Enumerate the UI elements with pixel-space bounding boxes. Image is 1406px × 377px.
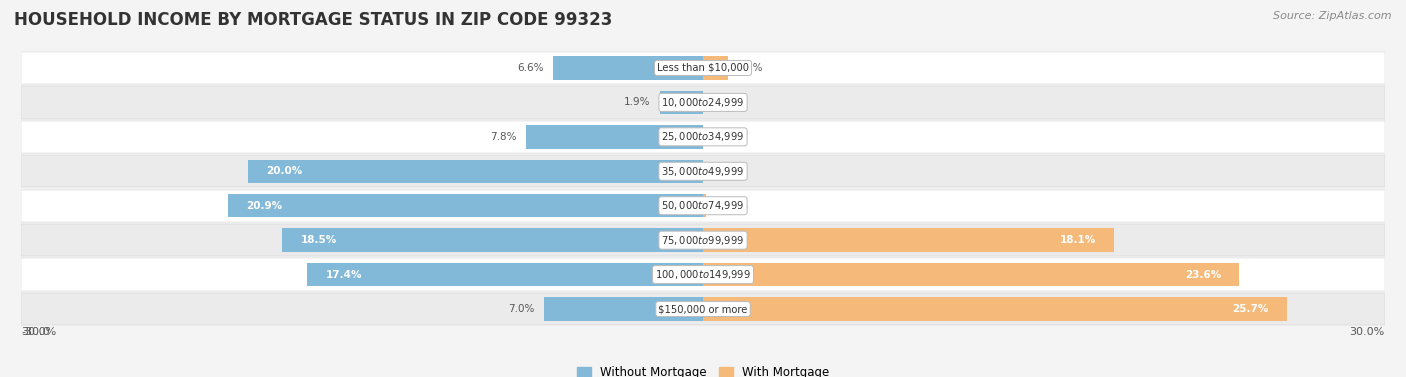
- Text: -30.0: -30.0: [21, 327, 49, 337]
- Text: $100,000 to $149,999: $100,000 to $149,999: [655, 268, 751, 281]
- Bar: [21, 258, 1385, 291]
- Text: $50,000 to $74,999: $50,000 to $74,999: [661, 199, 745, 212]
- Bar: [703, 297, 1286, 321]
- Text: 30.0%: 30.0%: [21, 327, 56, 337]
- Bar: [703, 194, 706, 218]
- Text: HOUSEHOLD INCOME BY MORTGAGE STATUS IN ZIP CODE 99323: HOUSEHOLD INCOME BY MORTGAGE STATUS IN Z…: [14, 11, 613, 29]
- Text: 7.8%: 7.8%: [491, 132, 516, 142]
- Text: 25.7%: 25.7%: [1233, 304, 1270, 314]
- Bar: [308, 263, 703, 286]
- Text: 18.1%: 18.1%: [1060, 235, 1097, 245]
- Text: 6.6%: 6.6%: [517, 63, 544, 73]
- Bar: [553, 56, 703, 80]
- Text: 0.0%: 0.0%: [711, 97, 738, 107]
- Bar: [21, 52, 1385, 84]
- Bar: [21, 155, 1385, 187]
- Bar: [703, 56, 728, 80]
- Legend: Without Mortgage, With Mortgage: Without Mortgage, With Mortgage: [572, 361, 834, 377]
- Text: 0.0%: 0.0%: [711, 132, 738, 142]
- Bar: [21, 293, 1385, 325]
- Text: Less than $10,000: Less than $10,000: [657, 63, 749, 73]
- Text: $150,000 or more: $150,000 or more: [658, 304, 748, 314]
- Bar: [703, 263, 1240, 286]
- Bar: [659, 91, 703, 114]
- Bar: [21, 224, 1385, 256]
- Text: $75,000 to $99,999: $75,000 to $99,999: [661, 234, 745, 247]
- Text: $25,000 to $34,999: $25,000 to $34,999: [661, 130, 745, 143]
- Bar: [21, 190, 1385, 222]
- Text: 17.4%: 17.4%: [326, 270, 363, 280]
- Text: $10,000 to $24,999: $10,000 to $24,999: [661, 96, 745, 109]
- Text: 7.0%: 7.0%: [509, 304, 534, 314]
- Text: 1.1%: 1.1%: [737, 63, 763, 73]
- Bar: [21, 121, 1385, 153]
- Bar: [703, 228, 1115, 252]
- Text: 0.14%: 0.14%: [716, 201, 748, 211]
- Bar: [544, 297, 703, 321]
- Text: 18.5%: 18.5%: [301, 235, 337, 245]
- Bar: [526, 125, 703, 149]
- Text: 20.0%: 20.0%: [267, 166, 302, 176]
- Text: 20.9%: 20.9%: [246, 201, 283, 211]
- Text: 30.0%: 30.0%: [1350, 327, 1385, 337]
- Text: 0.0%: 0.0%: [711, 166, 738, 176]
- Bar: [21, 86, 1385, 119]
- Bar: [228, 194, 703, 218]
- Text: 23.6%: 23.6%: [1185, 270, 1222, 280]
- Text: 1.9%: 1.9%: [624, 97, 651, 107]
- Bar: [283, 228, 703, 252]
- Bar: [249, 159, 703, 183]
- Text: Source: ZipAtlas.com: Source: ZipAtlas.com: [1274, 11, 1392, 21]
- Text: $35,000 to $49,999: $35,000 to $49,999: [661, 165, 745, 178]
